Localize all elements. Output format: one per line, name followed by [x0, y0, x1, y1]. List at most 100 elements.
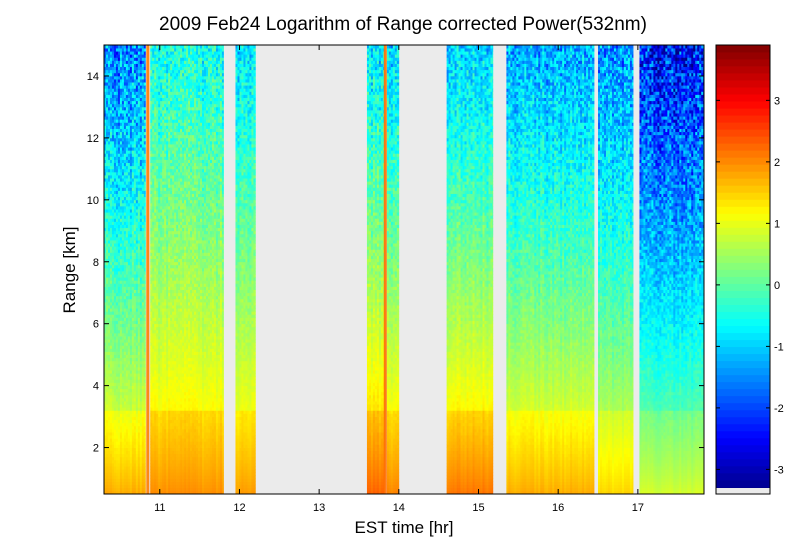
heatmap-cell: [144, 423, 146, 426]
heatmap-cell: [122, 169, 124, 172]
heatmap-cell: [130, 135, 132, 138]
heatmap-cell: [120, 423, 122, 426]
heatmap-cell: [132, 107, 134, 110]
heatmap-cell: [124, 379, 126, 382]
heatmap-cell: [108, 212, 110, 215]
heatmap-cell: [132, 95, 134, 98]
heatmap-cell: [138, 222, 140, 225]
heatmap-cell: [116, 482, 118, 485]
heatmap-cell: [118, 222, 120, 225]
heatmap-cell: [134, 423, 136, 426]
heatmap-cell: [124, 246, 126, 249]
heatmap-cell: [144, 330, 146, 333]
heatmap-cell: [152, 479, 154, 482]
heatmap-cell: [140, 327, 142, 330]
heatmap-cell: [128, 147, 130, 150]
heatmap-cell: [142, 51, 144, 54]
heatmap-cell: [108, 404, 110, 407]
heatmap-cell: [132, 361, 134, 364]
heatmap-cell: [116, 104, 118, 107]
heatmap-cell: [116, 432, 118, 435]
heatmap-segment: [150, 45, 224, 494]
heatmap-cell: [132, 302, 134, 305]
heatmap-cell: [120, 259, 122, 262]
heatmap-cell: [120, 361, 122, 364]
heatmap-cell: [114, 91, 116, 94]
heatmap-cell: [150, 283, 152, 286]
heatmap-cell: [140, 460, 142, 463]
heatmap-cell: [118, 237, 120, 240]
heatmap-cell: [136, 153, 138, 156]
heatmap-cell: [126, 175, 128, 178]
heatmap-cell: [132, 228, 134, 231]
heatmap-cell: [144, 225, 146, 228]
heatmap-cell: [152, 488, 154, 491]
heatmap-cell: [134, 444, 136, 447]
heatmap-cell: [106, 361, 108, 364]
heatmap-cell: [136, 122, 138, 125]
heatmap-cell: [134, 262, 136, 265]
heatmap-cell: [136, 113, 138, 116]
heatmap-cell: [116, 166, 118, 169]
heatmap-cell: [144, 432, 146, 435]
heatmap-cell: [116, 336, 118, 339]
heatmap-cell: [126, 73, 128, 76]
heatmap-cell: [142, 95, 144, 98]
heatmap-cell: [126, 361, 128, 364]
heatmap-cell: [134, 147, 136, 150]
heatmap-cell: [152, 485, 154, 488]
heatmap-cell: [108, 370, 110, 373]
heatmap-cell: [142, 311, 144, 314]
heatmap-cell: [126, 160, 128, 163]
heatmap-cell: [136, 290, 138, 293]
heatmap-cell: [120, 373, 122, 376]
heatmap-cell: [144, 358, 146, 361]
heatmap-cell: [124, 110, 126, 113]
heatmap-cell: [128, 401, 130, 404]
heatmap-cell: [116, 119, 118, 122]
heatmap-cell: [122, 413, 124, 416]
heatmap-cell: [140, 225, 142, 228]
heatmap-cell: [114, 246, 116, 249]
heatmap-cell: [128, 215, 130, 218]
heatmap-cell: [128, 265, 130, 268]
heatmap-cell: [114, 386, 116, 389]
heatmap-cell: [142, 252, 144, 255]
heatmap-cell: [124, 290, 126, 293]
heatmap-cell: [106, 60, 108, 63]
heatmap-cell: [122, 104, 124, 107]
heatmap-cell: [150, 469, 152, 472]
heatmap-cell: [144, 296, 146, 299]
heatmap-cell: [116, 339, 118, 342]
heatmap-cell: [128, 73, 130, 76]
heatmap-cell: [116, 122, 118, 125]
heatmap-cell: [112, 129, 114, 132]
heatmap-cell: [118, 228, 120, 231]
heatmap-cell: [106, 91, 108, 94]
heatmap-cell: [142, 318, 144, 321]
heatmap-cell: [132, 305, 134, 308]
heatmap-cell: [130, 392, 132, 395]
heatmap-cell: [136, 466, 138, 469]
heatmap-cell: [108, 472, 110, 475]
heatmap-cell: [134, 376, 136, 379]
heatmap-cell: [108, 379, 110, 382]
heatmap-cell: [134, 60, 136, 63]
heatmap-cell: [128, 268, 130, 271]
heatmap-cell: [126, 91, 128, 94]
heatmap-cell: [108, 277, 110, 280]
heatmap-cell: [138, 212, 140, 215]
heatmap-cell: [138, 225, 140, 228]
heatmap-cell: [152, 429, 154, 432]
heatmap-cell: [116, 441, 118, 444]
heatmap-cell: [126, 191, 128, 194]
heatmap-cell: [130, 457, 132, 460]
heatmap-cell: [112, 376, 114, 379]
heatmap-cell: [124, 460, 126, 463]
heatmap-cell: [114, 413, 116, 416]
heatmap-cell: [136, 469, 138, 472]
heatmap-cell: [140, 73, 142, 76]
heatmap-cell: [128, 76, 130, 79]
heatmap-cell: [106, 126, 108, 129]
heatmap-cell: [116, 256, 118, 259]
